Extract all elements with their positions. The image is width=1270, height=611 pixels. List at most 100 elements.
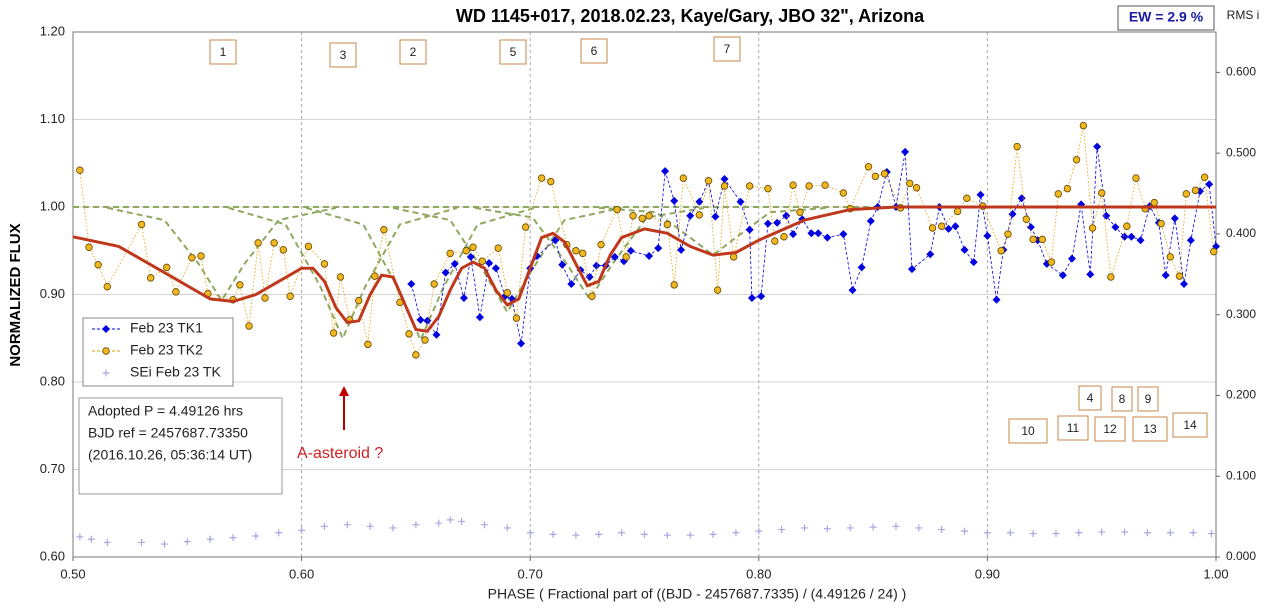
dip-label-box <box>1057 415 1089 441</box>
point <box>778 526 786 534</box>
point <box>491 264 500 273</box>
point <box>485 259 494 267</box>
info-line: (2016.10.26, 05:36:14 UT) <box>88 447 252 463</box>
point <box>585 273 594 281</box>
point <box>892 522 900 530</box>
point <box>371 272 379 280</box>
point <box>1006 529 1014 537</box>
point <box>613 205 621 214</box>
point <box>864 163 873 171</box>
plot-frame <box>72 31 1217 558</box>
legend-marker <box>102 369 110 377</box>
asteroid-arrowhead <box>339 386 349 396</box>
point <box>732 529 740 537</box>
dip-label: 10 <box>1021 424 1035 438</box>
point <box>1200 173 1209 181</box>
point <box>1097 189 1106 197</box>
point <box>343 521 351 529</box>
point <box>572 531 580 539</box>
point <box>592 261 601 270</box>
dip-label: 4 <box>1087 391 1094 405</box>
point <box>763 219 772 228</box>
point <box>869 523 877 531</box>
point <box>905 179 914 188</box>
point <box>245 322 253 330</box>
y-tick-label: 1.00 <box>40 198 65 213</box>
y-tick-label: 0.80 <box>40 373 65 388</box>
point <box>462 247 470 255</box>
point <box>1102 211 1111 220</box>
point <box>912 184 921 192</box>
point <box>1047 258 1056 266</box>
point <box>558 260 567 269</box>
point <box>432 330 441 339</box>
point <box>478 257 486 265</box>
point <box>517 339 526 348</box>
dip-label: 13 <box>1143 422 1157 436</box>
point <box>677 245 686 254</box>
point <box>953 207 962 216</box>
point <box>661 167 670 176</box>
y2-tick-label: 0.200 <box>1226 388 1256 402</box>
point <box>1075 529 1083 537</box>
point <box>588 292 596 300</box>
point <box>1022 215 1030 223</box>
point <box>494 244 502 252</box>
point <box>866 217 875 225</box>
point <box>686 531 694 539</box>
dip-label: 9 <box>1145 392 1152 406</box>
point <box>567 280 576 288</box>
point <box>805 182 813 190</box>
y-axis-label: NORMALIZED FLUX <box>7 223 24 366</box>
point <box>839 189 848 197</box>
point <box>446 516 454 524</box>
point <box>951 222 960 231</box>
point <box>526 529 534 537</box>
point <box>1017 194 1026 203</box>
point <box>960 245 969 254</box>
y-tick-label: 0.90 <box>40 286 65 301</box>
point <box>206 535 214 543</box>
point <box>757 292 766 301</box>
point <box>441 268 450 277</box>
point <box>1098 528 1106 536</box>
point <box>1121 528 1129 536</box>
dip-label-box <box>1111 386 1133 412</box>
point <box>944 224 953 233</box>
point <box>261 294 269 302</box>
point <box>729 253 738 261</box>
point <box>87 535 95 543</box>
point <box>807 229 816 238</box>
dip-label: 12 <box>1103 422 1117 436</box>
dip-label: 3 <box>340 48 347 62</box>
point <box>880 170 889 178</box>
point <box>1143 529 1151 537</box>
dip-label: 5 <box>510 45 517 59</box>
point <box>871 172 880 181</box>
dip-label: 2 <box>410 45 417 59</box>
point <box>641 530 648 538</box>
point <box>1088 224 1097 232</box>
point <box>469 243 477 251</box>
point <box>380 226 388 234</box>
point <box>459 294 468 302</box>
point <box>780 233 788 241</box>
dip-label-box <box>329 42 357 68</box>
point <box>907 265 916 274</box>
point <box>638 214 646 223</box>
point <box>1058 271 1067 280</box>
point <box>76 166 84 174</box>
point <box>183 538 191 546</box>
point <box>976 190 985 199</box>
point <box>713 286 722 294</box>
point <box>1004 230 1012 238</box>
y2-tick-label: 0.300 <box>1226 307 1256 321</box>
point <box>163 263 171 272</box>
point <box>1186 236 1195 245</box>
x-tick-label: 0.50 <box>60 566 85 581</box>
point <box>254 239 262 247</box>
dip-label-box <box>713 36 741 62</box>
y-tick-label: 1.10 <box>40 111 65 126</box>
dip-label-box <box>499 39 527 65</box>
